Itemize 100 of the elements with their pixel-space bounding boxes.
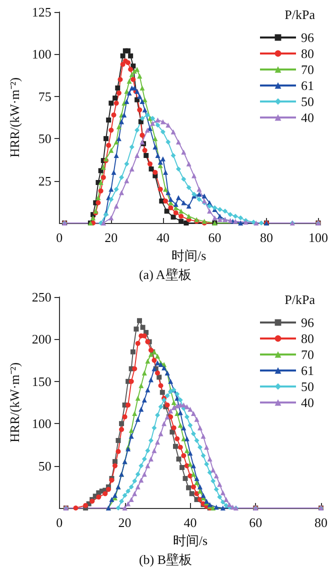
y-tick-label: 100 (32, 46, 52, 62)
point (156, 374, 162, 380)
point (194, 491, 200, 496)
point (96, 494, 102, 500)
point (170, 430, 175, 435)
point (163, 170, 168, 175)
point (170, 152, 176, 158)
x-axis-title: 时间/s (172, 532, 208, 548)
point (217, 206, 222, 212)
point (186, 204, 192, 209)
point (258, 220, 264, 226)
point (142, 107, 148, 112)
y-tick-label: 125 (32, 4, 52, 20)
point (158, 404, 164, 410)
point (174, 403, 180, 408)
point (168, 408, 174, 414)
point (158, 431, 164, 436)
point (214, 473, 219, 478)
point (100, 164, 106, 170)
point (176, 456, 182, 462)
point (128, 428, 134, 433)
point (210, 506, 216, 510)
point (160, 390, 165, 395)
point (132, 478, 138, 484)
x-tick-label: 60 (208, 230, 222, 245)
point (145, 387, 150, 392)
point (108, 148, 114, 153)
point (148, 161, 152, 166)
point (134, 128, 140, 133)
point (126, 78, 132, 84)
point (144, 112, 150, 118)
point (138, 463, 144, 468)
point (126, 402, 131, 408)
y-tick-label: 75 (38, 88, 52, 104)
point (202, 193, 207, 198)
point (170, 214, 176, 220)
point (96, 200, 101, 206)
point (124, 178, 130, 184)
point (178, 208, 184, 214)
point (158, 383, 164, 388)
point (166, 139, 171, 144)
point (145, 448, 150, 454)
point (137, 94, 142, 99)
point (106, 486, 111, 492)
point (164, 393, 170, 398)
point (152, 358, 157, 363)
point (180, 464, 185, 470)
point (184, 436, 190, 442)
point (238, 220, 244, 226)
point (106, 142, 112, 148)
point (124, 161, 130, 166)
point (140, 116, 145, 121)
point (102, 491, 108, 496)
point (190, 484, 196, 490)
point (83, 502, 88, 508)
point (152, 170, 158, 175)
point (238, 215, 244, 220)
point (126, 90, 132, 96)
point (173, 210, 178, 216)
point (130, 77, 136, 82)
point (178, 410, 183, 416)
point (120, 62, 126, 67)
point (198, 484, 203, 490)
point (186, 161, 192, 166)
point (181, 176, 186, 182)
point (134, 326, 139, 332)
point (114, 204, 119, 209)
point (232, 214, 238, 219)
point (174, 436, 180, 442)
point (210, 478, 216, 484)
point (150, 120, 156, 126)
point (135, 484, 140, 490)
point (162, 365, 167, 370)
point (152, 448, 157, 454)
point (155, 370, 160, 376)
point (128, 434, 134, 439)
point (152, 144, 158, 150)
point (204, 444, 210, 450)
point (172, 444, 178, 449)
point (224, 497, 229, 502)
point (176, 139, 181, 144)
point (108, 100, 114, 106)
text: (a) A壁板 (138, 267, 192, 282)
point (142, 148, 148, 153)
point (164, 208, 170, 214)
point (112, 459, 118, 464)
point (145, 358, 150, 364)
point (152, 425, 157, 430)
point (116, 124, 122, 130)
point (134, 152, 140, 158)
point (174, 392, 180, 397)
point (108, 128, 114, 133)
point (108, 196, 114, 202)
point (140, 132, 145, 138)
point (148, 456, 154, 462)
legend-title: P/kPa (284, 7, 316, 22)
point (168, 205, 174, 210)
point (119, 119, 124, 124)
point (142, 397, 147, 402)
point (137, 318, 142, 324)
